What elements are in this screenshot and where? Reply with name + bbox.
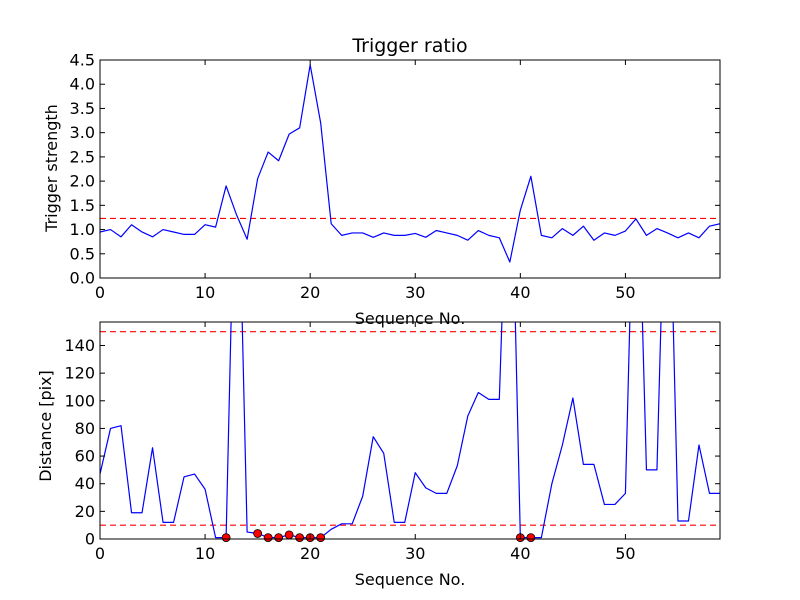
bottom-ytick-label-5: 100 <box>64 391 95 410</box>
top-ytick-label-3: 1.5 <box>70 196 95 215</box>
top-xtick-label-2: 20 <box>300 283 320 302</box>
bottom-xtick-label-2: 20 <box>300 544 320 563</box>
top-series-line-0 <box>100 64 720 263</box>
top-ytick-label-6: 3.0 <box>70 123 95 142</box>
top-ytick-label-2: 1.0 <box>70 220 95 239</box>
bottom-chart-xlabel: Sequence No. <box>355 570 466 589</box>
bottom-series-line-0 <box>100 322 720 539</box>
bottom-axes-frame <box>99 321 721 540</box>
bottom-chart: 0 10 20 30 40 50 0 20 40 60 80 100 120 140 <box>64 321 721 563</box>
top-chart-xlabel: Sequence No. <box>355 309 466 328</box>
bottom-xtick-label-1: 10 <box>195 544 215 563</box>
bottom-marker-1 <box>253 529 263 538</box>
bottom-ytick-label-6: 120 <box>64 364 95 383</box>
bottom-plot-area <box>100 322 720 539</box>
top-ytick-label-0: 0.0 <box>70 269 95 288</box>
top-ytick-label-5: 2.5 <box>70 147 95 166</box>
bottom-marker-3 <box>274 533 284 543</box>
top-chart-title: Trigger ratio <box>351 35 467 57</box>
top-chart-ylabel: Trigger strength <box>42 104 61 233</box>
bottom-xtick-label-5: 50 <box>615 544 635 563</box>
top-xtick-label-3: 30 <box>405 283 425 302</box>
bottom-marker-5 <box>295 533 305 543</box>
top-ytick-label-7: 3.5 <box>70 99 95 118</box>
bottom-xtick-label-4: 40 <box>510 544 530 563</box>
top-xtick-label-1: 10 <box>195 283 215 302</box>
top-ytick-label-1: 0.5 <box>70 244 95 263</box>
top-xtick-label-5: 50 <box>615 283 635 302</box>
top-chart: 0 10 20 30 40 50 0.0 0.5 1.0 1.5 2.0 2.5 3.0 3.5 4.0 4.… <box>70 51 721 302</box>
bottom-ytick-label-4: 80 <box>75 419 95 438</box>
bottom-marker-9 <box>526 533 536 543</box>
bottom-ytick-label-3: 60 <box>75 447 95 466</box>
bottom-ytick-label-1: 20 <box>75 502 95 521</box>
bottom-marker-2 <box>263 533 273 543</box>
bottom-ytick-label-2: 40 <box>75 474 95 493</box>
top-xtick-label-0: 0 <box>95 283 105 302</box>
top-ytick-label-8: 4.0 <box>70 75 95 94</box>
top-plot-area <box>100 64 720 263</box>
top-ytick-label-9: 4.5 <box>70 51 95 70</box>
bottom-chart-ylabel: Distance [pix] <box>36 370 55 482</box>
top-axes-frame <box>99 59 721 279</box>
bottom-marker-4 <box>284 530 294 540</box>
bottom-marker-7 <box>316 533 326 543</box>
top-xtick-label-4: 40 <box>510 283 530 302</box>
bottom-marker-0 <box>221 533 231 543</box>
bottom-ytick-label-0: 0 <box>85 530 95 549</box>
bottom-ytick-label-7: 140 <box>64 336 95 355</box>
top-ytick-label-4: 2.0 <box>70 172 95 191</box>
bottom-xtick-label-3: 30 <box>405 544 425 563</box>
bottom-xtick-label-0: 0 <box>95 544 105 563</box>
